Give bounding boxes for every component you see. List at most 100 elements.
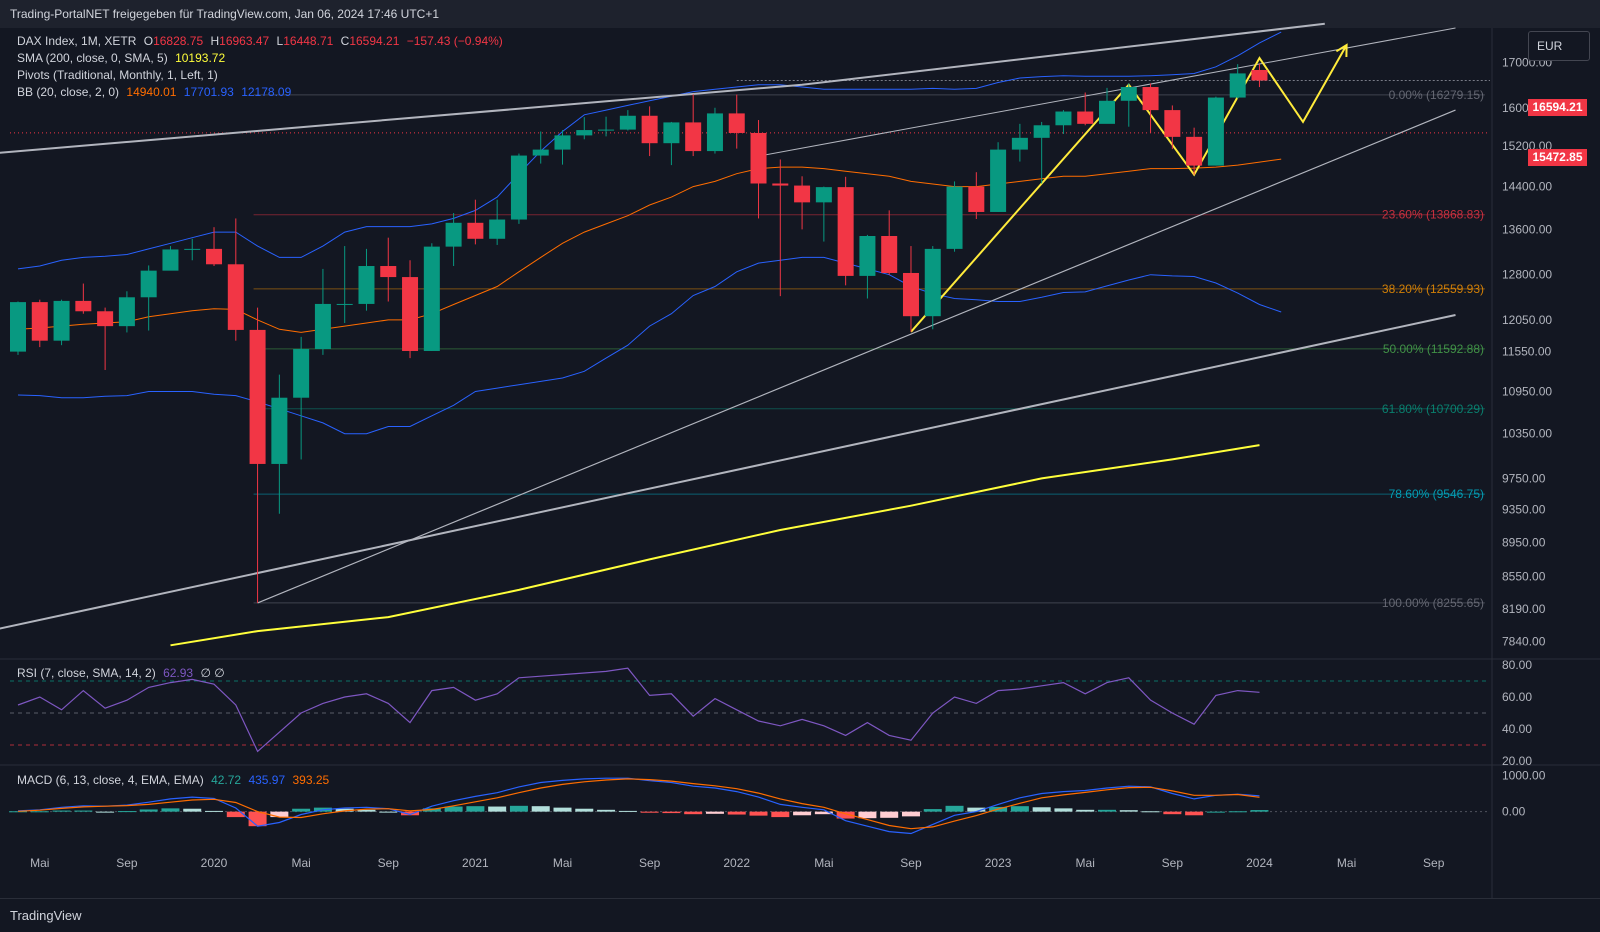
candle-body (510, 155, 527, 220)
candle-body (97, 311, 114, 327)
candle-body (1164, 110, 1181, 137)
legend-rsi-value: 62.93 (163, 666, 194, 680)
macd-histogram-bar (967, 807, 986, 812)
rsi-tick-label: 20.00 (1502, 754, 1532, 768)
macd-histogram-bar (684, 811, 703, 815)
candle-body (1099, 100, 1115, 124)
legend-macd-hist: 42.72 (211, 773, 242, 787)
legend-low: 16448.71 (283, 34, 334, 48)
candle-body (336, 303, 353, 305)
macd-histogram-bar (117, 811, 136, 813)
macd-histogram-bar (357, 809, 376, 812)
legend-close: 16594.21 (349, 34, 400, 48)
legend-symbol-name: DAX Index, 1M, XETR (17, 34, 137, 48)
legend-change: −157.43 (−0.94%) (406, 34, 503, 48)
legend-sma[interactable]: SMA (200, close, 0, SMA, 5) 10193.72 (17, 51, 229, 65)
bb-upper-line (17, 31, 1282, 270)
macd-histogram-bar (945, 805, 964, 812)
macd-histogram-bar (1185, 811, 1204, 816)
candle-body (118, 297, 135, 327)
legend-bb[interactable]: BB (20, close, 2, 0) 14940.01 17701.93 1… (17, 85, 295, 99)
grid (0, 28, 1600, 898)
candle-body (1011, 137, 1028, 150)
candle-body (489, 219, 506, 239)
time-tick-label: 2022 (723, 856, 750, 870)
candle-body (837, 187, 854, 276)
fib-retracement[interactable]: 0.00% (16279.15) 23.60% (13868.83) 38.20% … (10, 79, 1490, 610)
macd-histogram-bar (401, 811, 420, 816)
candle-body (380, 266, 397, 278)
price-tick-label: 13600.00 (1502, 222, 1552, 236)
candles[interactable] (10, 64, 1268, 603)
macd-histogram-bar (1010, 806, 1029, 812)
macd-histogram-bar (161, 808, 180, 812)
legend-bb-upper: 17701.93 (183, 85, 234, 99)
macd-histogram-bar (74, 810, 93, 812)
time-tick-label: Sep (639, 856, 661, 870)
rsi-pane[interactable]: 80.00 60.00 40.00 20.00 (10, 658, 1532, 768)
price-tick-label: 8950.00 (1502, 535, 1546, 549)
candle-body (293, 349, 310, 398)
time-tick-label: Mai (814, 856, 833, 870)
sma-200-path (170, 444, 1260, 647)
macd-histogram-bar (1119, 810, 1138, 812)
candle-body (1229, 73, 1246, 98)
candle-body (663, 122, 680, 144)
sma-200-line (170, 444, 1260, 647)
candle-body (990, 149, 1007, 212)
macd-histogram-bar (1098, 809, 1116, 812)
candle-body (206, 248, 223, 265)
legend-rsi[interactable]: RSI (7, close, SMA, 14, 2) 62.93 ∅ ∅ (17, 666, 229, 680)
candle-body (467, 222, 484, 239)
fib-level-label: 100.00% (8255.65) (1382, 596, 1484, 610)
price-tick-label: 12050.00 (1502, 313, 1552, 327)
signal-line (17, 778, 1260, 830)
macd-histogram-bar (1206, 811, 1225, 813)
macd-histogram-bar (1032, 807, 1051, 812)
currency-button[interactable]: EUR (1528, 31, 1590, 61)
level-price-tag: 15472.85 (1528, 149, 1587, 166)
candle-body (554, 135, 571, 150)
legend-macd-macd: 435.97 (248, 773, 286, 787)
candle-body (598, 129, 615, 131)
rsi-tick-label: 40.00 (1502, 722, 1532, 736)
tradingview-logo[interactable]: TradingView (10, 908, 82, 923)
bb-basis-line (17, 158, 1282, 333)
macd-histogram-bar (836, 811, 855, 819)
macd-tick-label: 0.00 (1502, 805, 1526, 819)
macd-histogram-bar (858, 811, 877, 819)
legend-bb-name: BB (20, close, 2, 0) (17, 85, 120, 99)
time-tick-label: Mai (30, 856, 49, 870)
candle-body (10, 302, 26, 352)
price-tick-label: 8550.00 (1502, 570, 1546, 584)
legend-macd[interactable]: MACD (6, 13, close, 4, EMA, EMA) 42.72 4… (17, 773, 333, 787)
price-tick-label: 10950.00 (1502, 385, 1552, 399)
time-axis[interactable]: Mai Sep 2020 Mai Sep 2021 Mai Sep 2022 Mai Sep 2023… (30, 856, 1445, 870)
macd-pane[interactable]: 1000.00 0.00 (9, 768, 1546, 835)
time-tick-label: Sep (116, 856, 138, 870)
fib-level-label: 0.00% (16279.15) (1389, 88, 1484, 102)
macd-histogram-bar (270, 811, 289, 818)
candle-body (402, 277, 419, 351)
price-axis[interactable]: 17000.0016000.0015200.0014400.0013600.00… (1502, 55, 1552, 648)
macd-histogram-bar (509, 805, 528, 812)
macd-histogram-bar (1228, 811, 1247, 813)
share-text: Trading-PortalNET freigegeben für Tradin… (10, 7, 440, 21)
legend-rsi-name: RSI (7, close, SMA, 14, 2) (17, 666, 156, 680)
legend-macd-signal: 393.25 (292, 773, 330, 787)
macd-histogram-bar (1054, 808, 1073, 812)
legend-symbol[interactable]: DAX Index, 1M, XETR O16828.75 H16963.47 … (17, 34, 507, 48)
macd-tick-label: 1000.00 (1502, 768, 1546, 782)
macd-histogram-bar (292, 808, 311, 812)
brand-label: TradingView (10, 908, 82, 923)
candle-body (1142, 87, 1159, 111)
time-tick-label: 2024 (1246, 856, 1273, 870)
legend-low-label: L (276, 34, 284, 48)
footer: TradingView (0, 898, 1600, 932)
trend-drawings[interactable] (0, 22, 1456, 644)
projection-arrowhead (1335, 43, 1348, 58)
candle-body (685, 122, 702, 152)
macd-histogram-bar (379, 811, 398, 813)
legend-pivots[interactable]: Pivots (Traditional, Monthly, 1, Left, 1… (17, 68, 222, 82)
